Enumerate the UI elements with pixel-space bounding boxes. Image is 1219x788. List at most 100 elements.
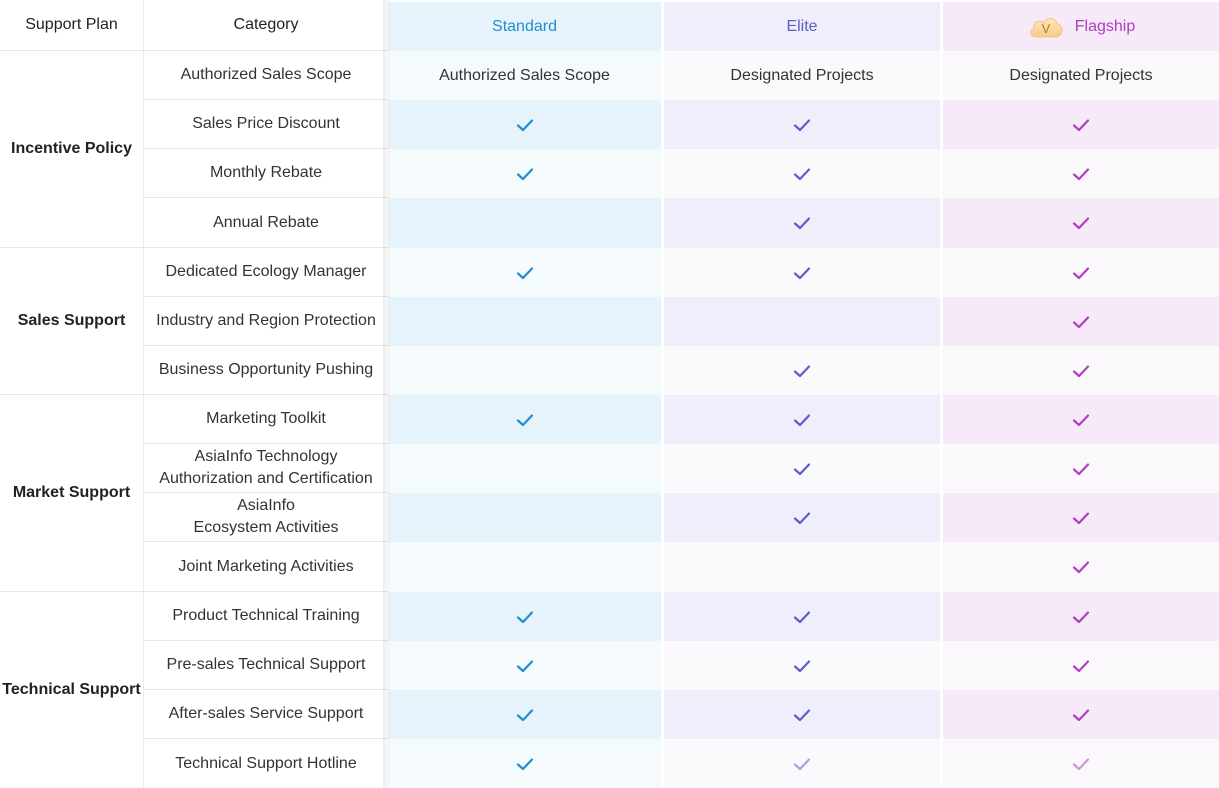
group-market-support: Market Support [0, 395, 143, 592]
category-label: Authorized Sales Scope [180, 66, 352, 83]
category-cell: Sales Price Discount [143, 100, 388, 149]
check-icon [1072, 216, 1090, 230]
category-cell: After-sales Service Support [143, 690, 388, 739]
standard-cell [388, 641, 661, 690]
check-icon [1072, 610, 1090, 624]
category-label: Annual Rebate [213, 213, 319, 231]
standard-label: Standard [492, 17, 557, 35]
support-plan-label: Support Plan [25, 16, 118, 33]
flagship-cell: Designated Projects [943, 51, 1219, 100]
category-cell: Monthly Rebate [143, 149, 388, 198]
flagship-value-text: Designated Projects [1009, 66, 1153, 84]
standard-cell [388, 592, 661, 641]
flagship-cell [943, 444, 1219, 493]
check-icon [1072, 118, 1090, 132]
check-icon [793, 167, 811, 181]
standard-cell [388, 346, 661, 395]
category-label: Dedicated Ecology Manager [165, 263, 367, 280]
category-cell: Authorized Sales Scope [143, 51, 388, 100]
elite-cell [664, 592, 940, 641]
category-cell: Marketing Toolkit [143, 395, 388, 444]
check-icon [516, 757, 534, 771]
check-icon [1072, 315, 1090, 329]
elite-cell [664, 248, 940, 297]
category-label: Category [233, 16, 299, 33]
flagship-cell [943, 198, 1219, 248]
group-sales-support: Sales Support [0, 248, 143, 395]
category-label: Pre-sales Technical Support [166, 656, 366, 673]
standard-cell: Authorized Sales Scope [388, 51, 661, 100]
elite-cell [664, 297, 940, 346]
elite-label: Elite [786, 17, 818, 35]
header-standard[interactable]: Standard [388, 2, 661, 51]
elite-cell [664, 100, 940, 149]
standard-cell [388, 149, 661, 198]
category-label: Monthly Rebate [209, 164, 323, 181]
category-cell: Annual Rebate [143, 198, 388, 248]
flagship-cell [943, 592, 1219, 641]
group-label: Incentive Policy [11, 140, 132, 157]
category-label: After-sales Service Support [168, 705, 364, 722]
flagship-cell [943, 100, 1219, 149]
check-icon [516, 167, 534, 181]
category-label: Technical Support Hotline [175, 754, 357, 772]
group-label: Market Support [12, 484, 131, 501]
check-icon [1072, 708, 1090, 722]
elite-cell [664, 395, 940, 444]
standard-cell [388, 690, 661, 739]
check-icon [793, 757, 811, 771]
elite-cell: Designated Projects [664, 51, 940, 100]
check-icon [793, 708, 811, 722]
flagship-cell [943, 739, 1219, 788]
standard-cell [388, 542, 661, 592]
flagship-label: Flagship [1074, 17, 1136, 35]
check-icon [793, 462, 811, 476]
elite-cell [664, 739, 940, 788]
elite-cell [664, 641, 940, 690]
flagship-cell [943, 346, 1219, 395]
flagship-cell [943, 297, 1219, 346]
category-cell: Technical Support Hotline [143, 739, 388, 788]
flagship-cloud-badge-icon: V [1027, 13, 1065, 41]
column-divider-shadow [383, 0, 391, 788]
header-support-plan: Support Plan [0, 0, 143, 51]
check-icon [793, 610, 811, 624]
elite-cell [664, 149, 940, 198]
standard-value-text: Authorized Sales Scope [439, 66, 610, 84]
elite-cell [664, 542, 940, 592]
check-icon [1072, 266, 1090, 280]
group-incentive-policy: Incentive Policy [0, 51, 143, 248]
check-icon [516, 413, 534, 427]
check-icon [793, 364, 811, 378]
check-icon [516, 118, 534, 132]
category-label: Marketing Toolkit [206, 410, 326, 427]
category-label: Joint Marketing Activities [178, 557, 354, 575]
check-icon [793, 413, 811, 427]
flagship-cell [943, 493, 1219, 542]
flagship-cell [943, 395, 1219, 444]
elite-cell [664, 444, 940, 493]
check-icon [793, 511, 811, 525]
category-cell: Product Technical Training [143, 592, 388, 641]
check-icon [793, 266, 811, 280]
flagship-cell [943, 149, 1219, 198]
flagship-cell [943, 641, 1219, 690]
header-flagship[interactable]: V Flagship [943, 2, 1219, 51]
check-icon [1072, 560, 1090, 574]
category-label-line: AsiaInfo [237, 497, 295, 514]
header-elite[interactable]: Elite [664, 2, 940, 51]
header-category: Category [143, 0, 388, 51]
category-label: Business Opportunity Pushing [158, 361, 374, 378]
elite-cell [664, 493, 940, 542]
category-label-line: AsiaInfo Technology [194, 448, 338, 465]
standard-cell [388, 493, 661, 542]
check-icon [793, 216, 811, 230]
check-icon [1072, 364, 1090, 378]
standard-cell [388, 198, 661, 248]
group-label: Sales Support [17, 312, 126, 329]
flagship-cell [943, 248, 1219, 297]
group-label: Technical Support [2, 681, 141, 698]
category-label: Product Technical Training [172, 607, 360, 624]
elite-cell [664, 690, 940, 739]
